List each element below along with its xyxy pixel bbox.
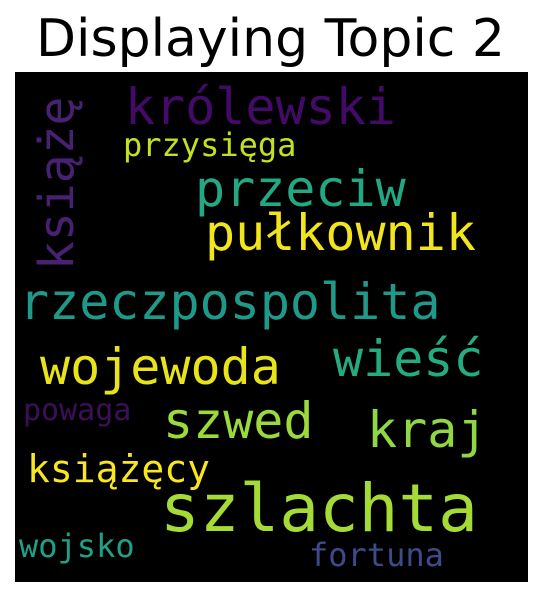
word-fortuna: fortuna (309, 536, 444, 574)
word-przeciw: przeciw (195, 160, 406, 218)
word-cloud: królewski książę przysięga przeciw pułko… (15, 72, 528, 582)
word-wojsko: wojsko (19, 527, 135, 565)
word-pulkownik: pułkownik (205, 204, 476, 262)
word-krolewski: królewski (125, 78, 396, 136)
word-szlachta: szlachta (160, 470, 478, 547)
word-wojewoda: wojewoda (40, 338, 281, 396)
page-title: Displaying Topic 2 (35, 9, 505, 69)
word-wiesc: wieść (333, 330, 484, 388)
word-kraj: kraj (367, 401, 488, 459)
word-powaga: powaga (23, 393, 132, 428)
word-ksiaze: książę (29, 96, 85, 270)
word-rzeczpospolita: rzeczpospolita (19, 273, 441, 331)
word-ksiazecy: książęcy (27, 447, 211, 491)
word-szwed: szwed (163, 392, 314, 450)
word-przysiega: przysięga (123, 126, 297, 164)
